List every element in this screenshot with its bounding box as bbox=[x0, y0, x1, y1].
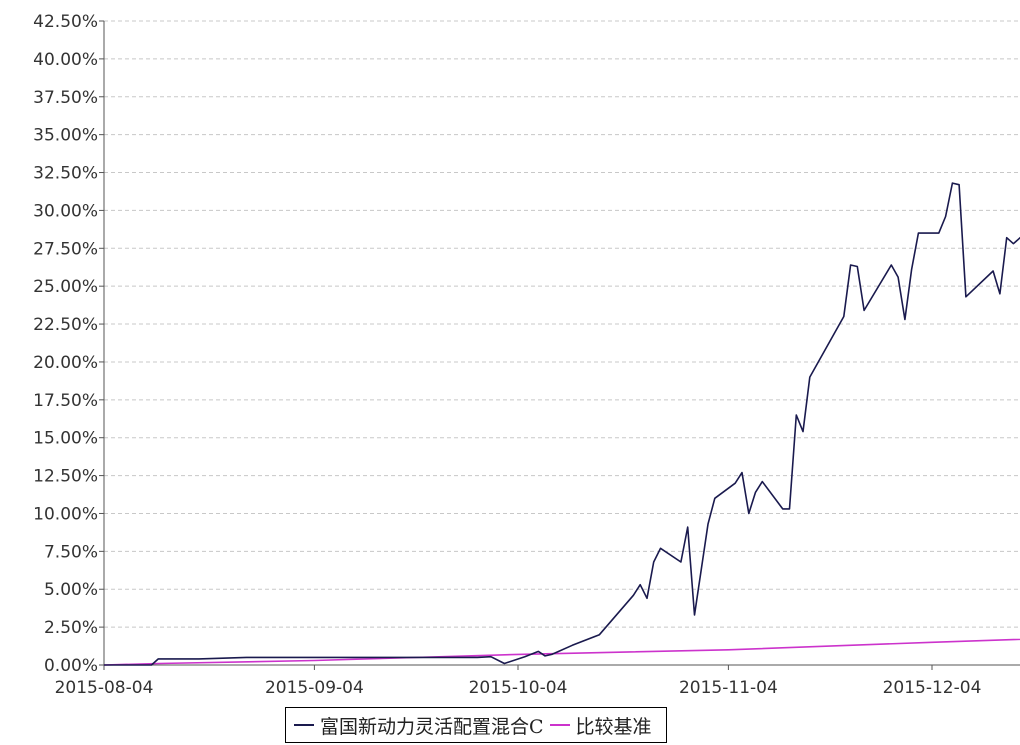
y-tick-label: 0.00% bbox=[44, 656, 98, 676]
y-tick-label: 7.50% bbox=[44, 542, 98, 562]
y-tick-label: 2.50% bbox=[44, 618, 98, 638]
x-tick-label: 2015-09-04 bbox=[265, 678, 364, 698]
legend-swatch-series-1 bbox=[294, 724, 314, 726]
y-tick-label: 22.50% bbox=[33, 315, 98, 335]
y-tick-label: 5.00% bbox=[44, 580, 98, 600]
x-tick-labels: 2015-08-04 2015-09-04 2015-10-04 2015-11-04… bbox=[55, 678, 982, 698]
legend-label-series-1: 富国新动力灵活配置混合C bbox=[320, 715, 544, 738]
series-line-1 bbox=[104, 182, 1020, 666]
y-tick-label: 35.00% bbox=[33, 126, 98, 146]
line-chart: 0.00% 2.50% 5.00% 7.50% 10.00% 12.50% 15.00% 17… bbox=[33, 12, 1020, 698]
y-tick-label: 42.50% bbox=[33, 12, 98, 32]
y-tick-label: 17.50% bbox=[33, 391, 98, 411]
y-tick-labels: 0.00% 2.50% 5.00% 7.50% 10.00% 12.50% 15.00% 17… bbox=[33, 12, 98, 676]
legend-item-series-2: 比较基准 bbox=[549, 712, 652, 739]
y-tick-label: 10.00% bbox=[33, 504, 98, 524]
x-tick-label: 2015-12-04 bbox=[883, 678, 982, 698]
y-tick-label: 20.00% bbox=[33, 353, 98, 373]
legend-label-series-2: 比较基准 bbox=[575, 715, 652, 738]
y-tick-label: 30.00% bbox=[33, 201, 98, 221]
y-tick-label: 37.50% bbox=[33, 88, 98, 108]
series-line-2 bbox=[103, 638, 1020, 666]
axes bbox=[99, 20, 1020, 670]
y-tick-label: 25.00% bbox=[33, 277, 98, 297]
y-tick-label: 32.50% bbox=[33, 164, 98, 184]
y-tick-label: 12.50% bbox=[33, 467, 98, 487]
x-tick-label: 2015-08-04 bbox=[55, 678, 154, 698]
legend: 富国新动力灵活配置混合C 比较基准 bbox=[285, 707, 667, 743]
y-tick-label: 27.50% bbox=[33, 239, 98, 259]
legend-swatch-series-2 bbox=[549, 724, 570, 726]
x-tick-label: 2015-11-04 bbox=[679, 678, 778, 698]
legend-item-series-1: 富国新动力灵活配置混合C bbox=[294, 712, 544, 739]
x-tick-label: 2015-10-04 bbox=[469, 678, 568, 698]
y-tick-label: 40.00% bbox=[33, 50, 98, 70]
grid-lines bbox=[104, 20, 1020, 628]
series-lines bbox=[103, 182, 1020, 666]
y-tick-label: 15.00% bbox=[33, 429, 98, 449]
